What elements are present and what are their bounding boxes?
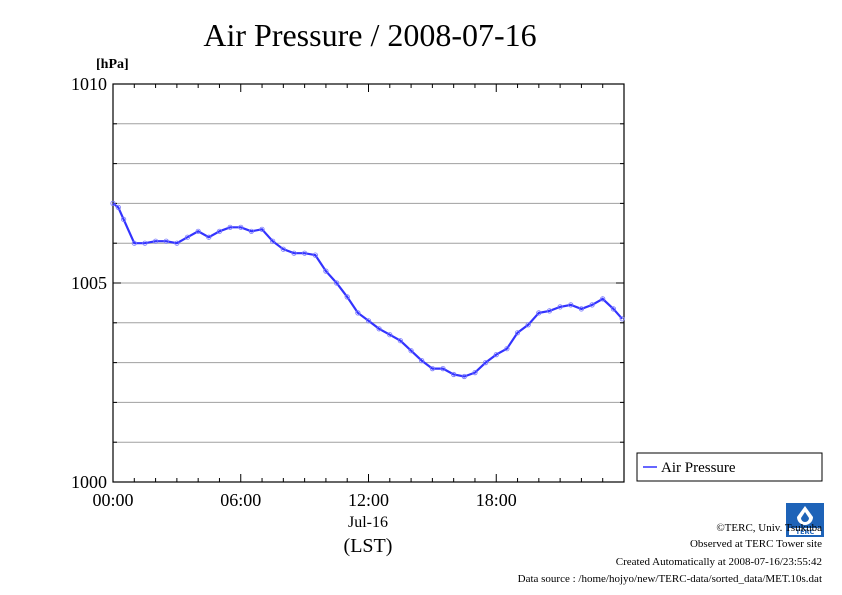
x-tick-label: 00:00 [92, 490, 133, 510]
data-point [397, 338, 403, 344]
y-axis-ticks: 1000 1005 1010 [71, 74, 624, 492]
legend: Air Pressure [636, 452, 823, 482]
x-tick-label: 18:00 [476, 490, 517, 510]
data-point [115, 204, 121, 210]
data-point [131, 240, 137, 246]
data-point [291, 250, 297, 256]
data-point [259, 226, 265, 232]
data-point [440, 365, 446, 372]
x-tick-label: 12:00 [348, 490, 389, 510]
x-axis-label: (LST) [344, 535, 393, 557]
data-point [376, 326, 382, 332]
data-point [546, 308, 553, 314]
data-point [323, 268, 329, 274]
data-point [280, 246, 286, 252]
y-tick-label: 1005 [71, 273, 107, 293]
y-axis-unit: [hPa] [96, 57, 129, 72]
series-line [112, 202, 624, 378]
data-point [110, 200, 116, 206]
data-point [153, 238, 159, 244]
data-point [568, 302, 574, 308]
data-point [578, 306, 585, 312]
footer-copyright: ©TERC, Univ. Tsukuba [716, 522, 822, 534]
footer-source: Data source : /home/hojyo/new/TERC-data/… [517, 573, 822, 585]
data-point [121, 216, 127, 222]
data-point [301, 250, 308, 256]
data-point [216, 228, 223, 234]
data-point [365, 318, 372, 324]
data-point [142, 240, 148, 246]
data-point [514, 330, 521, 336]
data-point [600, 296, 606, 302]
data-point [174, 240, 180, 246]
terc-logo: TERC [786, 503, 824, 537]
legend-box [636, 452, 823, 482]
data-point [536, 310, 542, 316]
data-point [525, 322, 531, 328]
data-point [504, 346, 510, 352]
data-point [195, 228, 201, 234]
data-point [270, 238, 276, 244]
data-point [355, 310, 361, 316]
legend-label: Air Pressure [661, 460, 736, 476]
data-point [344, 294, 350, 300]
footer-site: Observed at TERC Tower site [689, 538, 822, 550]
data-point [493, 351, 499, 358]
data-point [163, 238, 169, 244]
y-tick-label: 1000 [71, 472, 107, 492]
data-point [312, 252, 318, 258]
grid-lines [113, 123, 624, 443]
series-air-pressure [110, 200, 625, 380]
x-tick-label: 06:00 [220, 490, 261, 510]
y-tick-label: 1010 [71, 74, 107, 94]
x-date-label: Jul-16 [348, 514, 388, 531]
data-point [248, 228, 254, 234]
data-point [472, 369, 478, 376]
x-axis-ticks: 00:00 06:00 12:00 18:00 [92, 84, 625, 510]
data-point [589, 302, 595, 308]
data-point [610, 306, 617, 312]
data-point [184, 234, 191, 240]
data-point [619, 316, 625, 322]
data-point [227, 224, 233, 230]
svg-text:TERC: TERC [796, 528, 815, 536]
data-point [408, 348, 414, 354]
data-point [451, 371, 457, 378]
data-point [333, 280, 340, 286]
footer-created: Created Automatically at 2008-07-16/23:5… [615, 556, 822, 568]
data-point [429, 365, 435, 372]
data-point [206, 234, 212, 240]
data-point [419, 357, 425, 364]
chart-title: Air Pressure / 2008-07-16 [203, 17, 536, 53]
data-point [461, 373, 467, 380]
data-point [238, 224, 244, 230]
data-point [557, 304, 563, 310]
data-point [482, 359, 489, 366]
data-point [387, 332, 393, 338]
